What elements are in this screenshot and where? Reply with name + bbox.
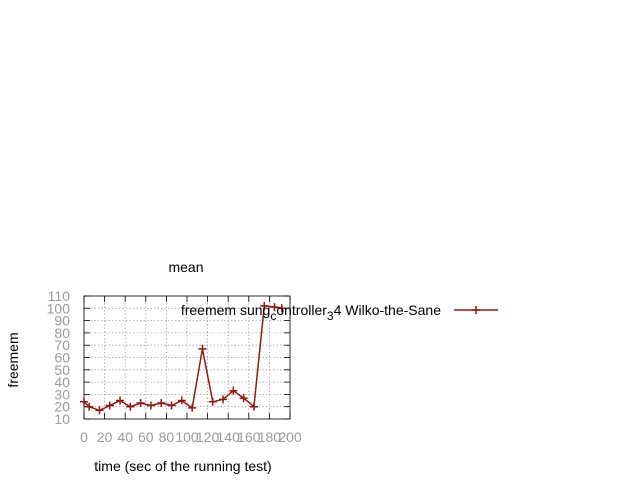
legend-label-mid: ontroller — [276, 302, 327, 318]
y-axis-label: freemem — [5, 332, 21, 387]
legend-marker-sample — [472, 306, 480, 314]
x-tick-label: 0 — [80, 429, 88, 445]
legend-label-sub2: 3 — [327, 309, 334, 323]
x-tick-label: 60 — [138, 429, 154, 445]
data-point — [146, 401, 155, 410]
y-tick-label: 10 — [54, 411, 70, 427]
x-tick-label: 200 — [278, 429, 302, 445]
x-tick-label: 180 — [258, 429, 282, 445]
y-tick-label: 70 — [54, 337, 70, 353]
data-point — [105, 401, 114, 410]
y-tick-label: 60 — [54, 350, 70, 366]
data-point — [167, 401, 176, 410]
x-tick-label: 40 — [117, 429, 133, 445]
y-tick-label: 30 — [54, 386, 70, 402]
data-point — [208, 397, 217, 406]
legend: freemem sungcontroller34 Wilko-the-Sane — [181, 302, 498, 323]
data-point — [126, 402, 135, 411]
data-point — [270, 303, 279, 312]
data-point — [136, 399, 145, 408]
data-point — [229, 386, 238, 395]
data-point — [177, 396, 186, 405]
data-point — [249, 402, 258, 411]
data-point — [198, 344, 207, 353]
data-point — [85, 402, 94, 411]
data-point — [260, 301, 269, 310]
data-point — [219, 395, 228, 404]
x-tick-label: 160 — [237, 429, 261, 445]
y-tick-label: 100 — [47, 300, 71, 316]
data-point — [116, 396, 125, 405]
chart-title: mean — [168, 259, 203, 275]
x-tick-label: 140 — [217, 429, 241, 445]
legend-label: freemem sungcontroller34 Wilko-the-Sane — [181, 302, 441, 323]
y-tick-label: 110 — [48, 288, 71, 304]
x-axis-label: time (sec of the running test) — [94, 458, 271, 474]
y-tick-label: 40 — [54, 374, 70, 390]
data-point — [95, 406, 104, 415]
x-tick-label: 120 — [196, 429, 220, 445]
legend-label-sub1: c — [270, 309, 276, 323]
y-tick-label: 90 — [54, 313, 70, 329]
data-point — [80, 397, 88, 406]
y-tick-label: 80 — [54, 325, 70, 341]
legend-label-tail: 4 Wilko-the-Sane — [334, 302, 442, 318]
data-point — [277, 304, 286, 313]
x-tick-label: 80 — [159, 429, 175, 445]
data-point — [188, 403, 197, 412]
y-tick-label: 20 — [54, 399, 70, 415]
legend-label-base: freemem sung — [181, 302, 270, 318]
data-point — [239, 394, 248, 403]
data-point — [157, 399, 166, 408]
series-layer — [80, 301, 286, 415]
y-tick-label: 50 — [54, 362, 70, 378]
x-tick-label: 20 — [97, 429, 113, 445]
x-tick-label: 100 — [175, 429, 199, 445]
